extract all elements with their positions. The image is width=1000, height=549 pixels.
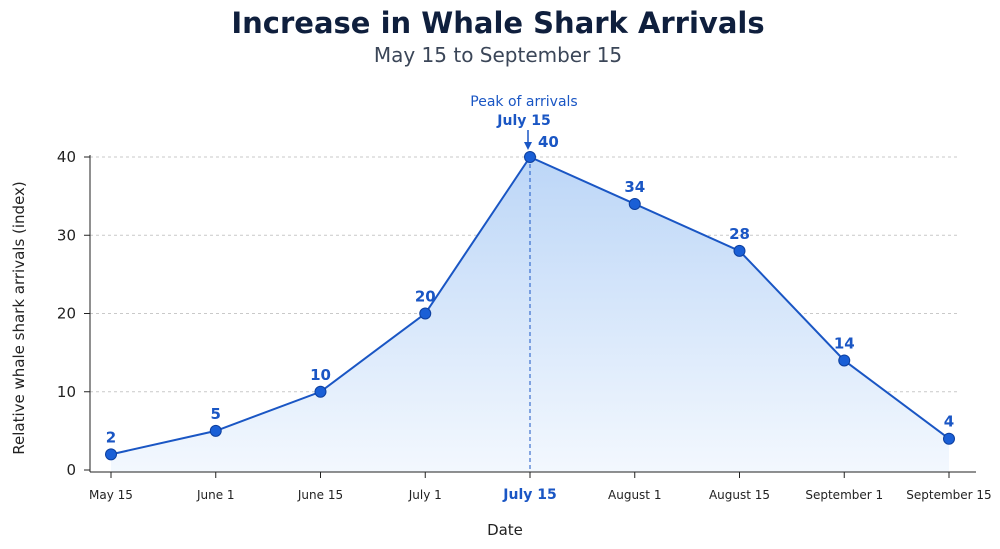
- data-point: [419, 307, 432, 320]
- x-tick-label: August 1: [608, 488, 661, 502]
- data-labels: 2 5 10 20 40 34 28 14 4: [106, 133, 954, 446]
- y-tick-label: 20: [57, 305, 76, 323]
- y-tick-label: 30: [57, 226, 76, 244]
- x-tick-label: July 1: [408, 488, 442, 502]
- annotation-text: Peak of arrivals: [470, 94, 577, 110]
- data-label: 40: [538, 133, 559, 151]
- data-label: 2: [106, 428, 116, 446]
- data-point: [628, 197, 641, 210]
- data-point: [524, 151, 536, 163]
- x-tick-label: May 15: [89, 488, 133, 502]
- x-tick-label: September 1: [805, 488, 883, 502]
- data-label: 4: [944, 413, 954, 431]
- data-point: [733, 244, 746, 257]
- x-tick-label: July 15: [502, 487, 556, 503]
- y-axis-title: Relative whale shark arrivals (index): [10, 181, 28, 455]
- y-ticks: 0 10 20 30 40: [57, 148, 90, 479]
- data-label: 5: [211, 405, 221, 423]
- x-tick-label: June 15: [297, 488, 343, 502]
- data-label: 10: [310, 366, 331, 384]
- y-tick-label: 0: [66, 461, 76, 479]
- x-tick-label: August 15: [709, 488, 770, 502]
- data-point: [314, 385, 327, 398]
- data-label: 28: [729, 225, 750, 243]
- y-tick-label: 40: [57, 148, 76, 166]
- y-tick-label: 10: [57, 383, 76, 401]
- chart-subtitle: May 15 to September 15: [374, 43, 622, 67]
- data-label: 34: [624, 178, 645, 196]
- data-label: 20: [415, 288, 436, 306]
- x-tick-label: September 15: [906, 488, 991, 502]
- peak-annotation: Peak of arrivals July 15: [470, 94, 578, 150]
- annotation-date: July 15: [496, 113, 550, 129]
- data-label: 14: [834, 334, 855, 352]
- chart-title: Increase in Whale Shark Arrivals: [231, 6, 764, 40]
- data-point: [943, 432, 955, 445]
- data-point: [209, 424, 222, 437]
- x-tick-label: June 1: [196, 488, 235, 502]
- x-axis-title: Date: [487, 521, 523, 539]
- x-ticks: May 15 June 1 June 15 July 1 July 15 August 1…: [89, 472, 992, 503]
- data-point: [838, 354, 851, 367]
- data-point: [105, 448, 117, 461]
- markers: [105, 151, 955, 461]
- annotation-arrow-head: [524, 142, 532, 150]
